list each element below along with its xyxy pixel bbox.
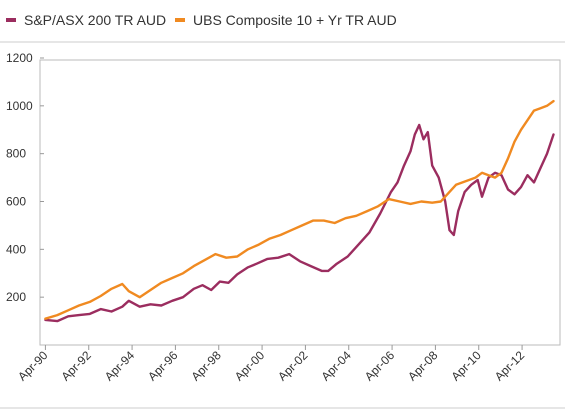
x-tick-label: Apr-12 [492, 348, 528, 384]
x-tick-label: Apr-06 [362, 348, 398, 384]
x-tick-label: Apr-92 [58, 348, 94, 384]
x-tick-label: Apr-04 [318, 348, 354, 384]
x-tick-label: Apr-96 [145, 348, 181, 384]
x-tick-label: Apr-90 [15, 348, 51, 384]
y-tick-label: 1000 [6, 99, 33, 113]
plot-area [39, 59, 561, 346]
x-tick-label: Apr-10 [448, 348, 484, 384]
series-line-1 [44, 99, 555, 320]
x-tick-label: Apr-00 [232, 348, 268, 384]
legend: S&P/ASX 200 TR AUD UBS Composite 10 + Yr… [6, 12, 397, 28]
series-layer [44, 99, 555, 323]
y-tick-label: 200 [6, 290, 26, 304]
x-axis: Apr-90 Apr-92 Apr-94 Apr-96 Apr-98 Apr-00 Apr-… [15, 345, 527, 384]
legend-label-asx200: S&P/ASX 200 TR AUD [24, 12, 166, 28]
x-tick-label: Apr-08 [405, 348, 441, 384]
legend-label-ubs: UBS Composite 10 + Yr TR AUD [193, 12, 397, 28]
y-tick-label: 800 [6, 147, 26, 161]
x-tick-label: Apr-98 [188, 348, 224, 384]
x-tick-label: Apr-02 [275, 348, 311, 384]
y-tick-label: 1200 [6, 51, 33, 65]
x-tick-label: Apr-94 [102, 348, 138, 384]
y-axis: 200 400 600 800 1000 1200 [6, 51, 44, 304]
series-line-0 [44, 123, 555, 323]
y-tick-label: 600 [6, 195, 26, 209]
y-tick-label: 400 [6, 242, 26, 256]
